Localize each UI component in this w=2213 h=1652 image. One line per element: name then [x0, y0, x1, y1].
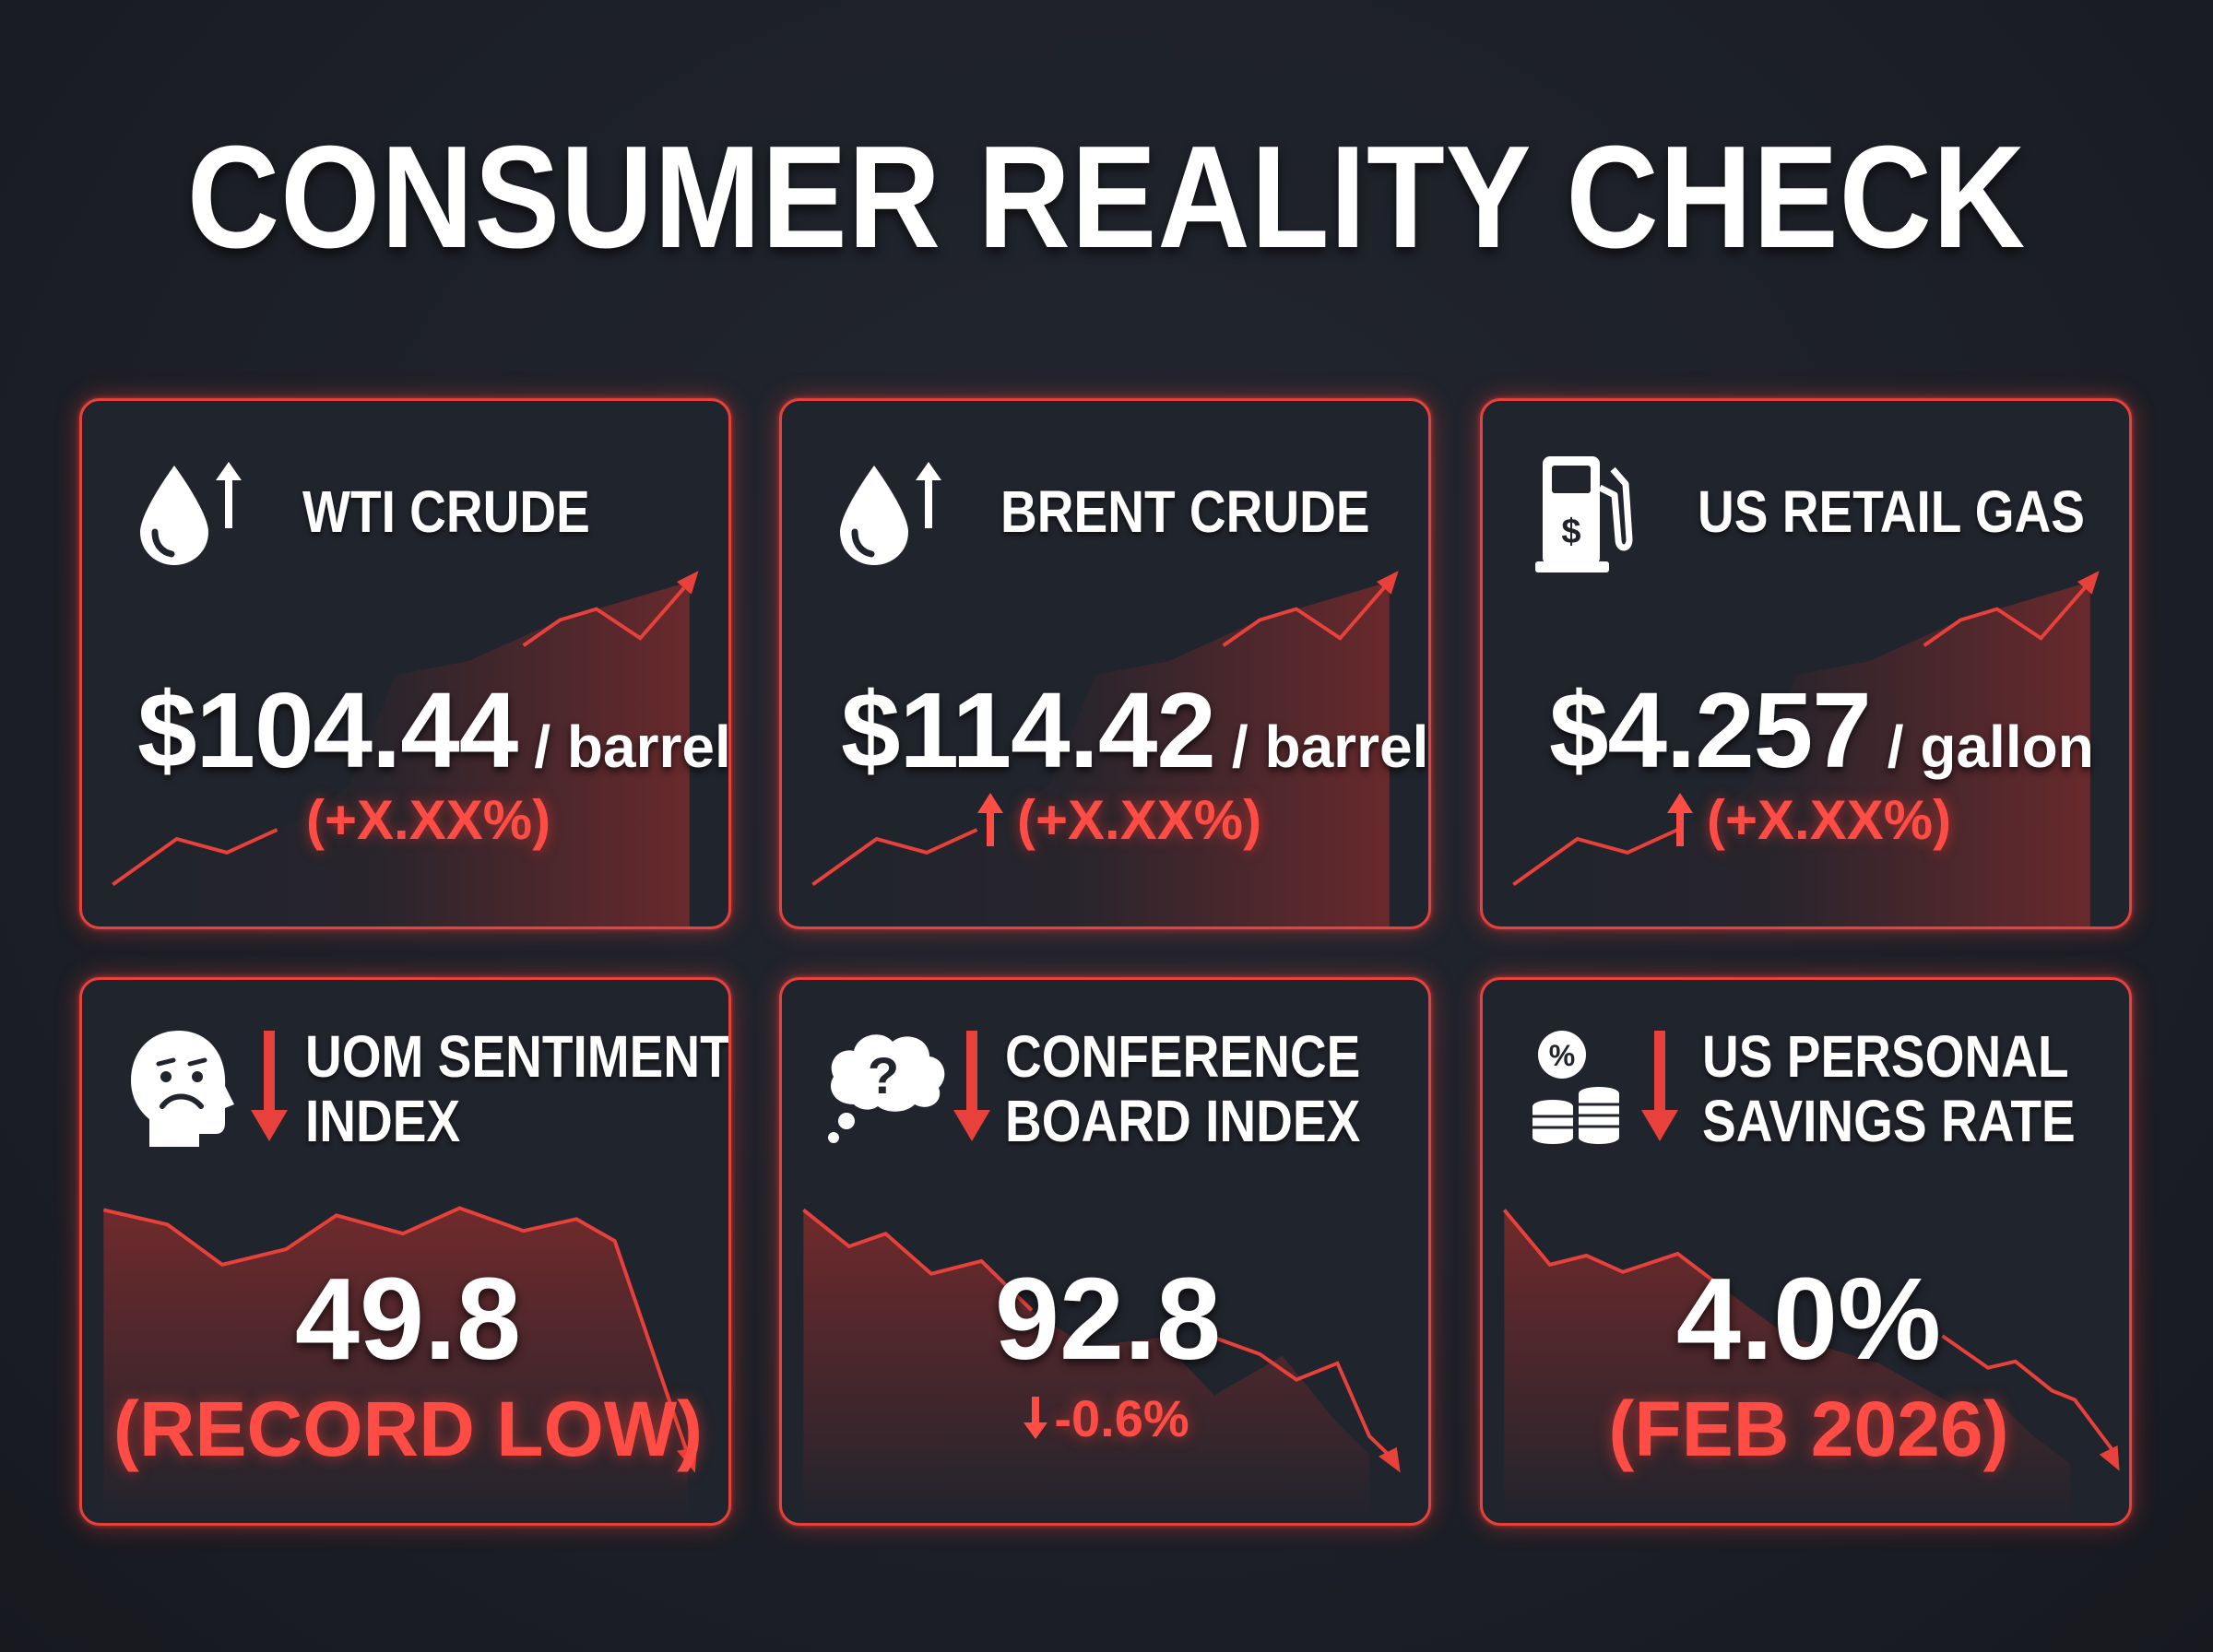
svg-text:?: ? — [868, 1046, 899, 1104]
arrow-down-icon — [1024, 1397, 1047, 1439]
label-line: INDEX — [305, 1088, 461, 1154]
card-label: WTI CRUDE — [302, 479, 590, 544]
value-line: $4.257/ gallon — [1549, 668, 2094, 792]
price-value: $4.257 — [1549, 670, 1872, 790]
oil-drop-up-icon — [840, 462, 941, 565]
card-label: BRENT CRUDE — [1000, 479, 1370, 544]
card-personal-savings-rate: % US PERSONAL SAVINGS RATE 4.0% (FEB 202… — [1480, 977, 2132, 1526]
trend-up-chart — [112, 571, 699, 926]
rate-value: 4.0% — [1675, 1254, 1942, 1384]
price-unit: / barrel — [534, 714, 731, 780]
arrow-up-icon — [977, 793, 1003, 846]
trend-up-chart — [1512, 571, 2100, 926]
value-line: $104.44/ barrel — [137, 668, 731, 792]
card-us-retail-gas: $ US RETAIL GAS $4.257/ gallon (+X.XX%) — [1480, 398, 2132, 929]
index-note: (RECORD LOW) — [112, 1386, 704, 1472]
price-unit: / gallon — [1887, 714, 2094, 780]
trend-down-chart — [1502, 1209, 2120, 1523]
index-value: 49.8 — [294, 1254, 522, 1384]
change-value: (+X.XX%) — [1707, 789, 1952, 851]
card-label: UOM SENTIMENT INDEX — [305, 1023, 731, 1154]
label-line: CONFERENCE — [1005, 1023, 1361, 1090]
label-line: SAVINGS RATE — [1702, 1088, 2076, 1154]
trend-down-chart — [102, 1206, 697, 1523]
card-label: US RETAIL GAS — [1698, 479, 2085, 544]
card-label: US PERSONAL SAVINGS RATE — [1702, 1024, 2076, 1153]
percent-coins-down-icon: % — [1533, 1031, 1678, 1144]
card-conference-board: ? CONFERENCE BOARD INDEX 92.8 -0.6% — [779, 977, 1431, 1526]
label-line: US RETAIL GAS — [1698, 478, 2085, 545]
index-change: -0.6% — [1054, 1389, 1189, 1447]
rate-period: (FEB 2026) — [1608, 1386, 2009, 1472]
gas-pump-icon: $ — [1535, 456, 1633, 572]
price-value: $104.44 — [137, 670, 518, 790]
svg-text:$: $ — [1561, 513, 1580, 551]
label-line: UOM SENTIMENT — [305, 1023, 731, 1090]
label-line: WTI CRUDE — [302, 478, 590, 545]
card-brent-crude: BRENT CRUDE $114.42/ barrel (+X.XX%) — [779, 398, 1431, 929]
label-line: US PERSONAL — [1702, 1023, 2069, 1090]
label-line: BRENT CRUDE — [1000, 478, 1370, 545]
oil-drop-up-icon — [140, 462, 242, 565]
question-cloud-down-icon: ? — [828, 1031, 990, 1143]
label-line: BOARD INDEX — [1005, 1088, 1361, 1154]
page-title: CONSUMER REALITY CHECK — [186, 116, 2027, 278]
card-label: CONFERENCE BOARD INDEX — [1005, 1024, 1360, 1153]
arrow-up-icon — [1667, 793, 1693, 846]
value-line: $114.42/ barrel — [841, 668, 1428, 792]
sad-face-down-icon — [131, 1031, 288, 1147]
price-value: $114.42 — [841, 670, 1216, 790]
change-value: (+X.XX%) — [306, 789, 551, 851]
trend-up-chart — [811, 571, 1399, 926]
trend-down-chart — [802, 1208, 1401, 1523]
price-unit: / barrel — [1231, 714, 1429, 780]
change-value: (+X.XX%) — [1017, 789, 1262, 851]
index-value: 92.8 — [994, 1254, 1222, 1384]
card-wti-crude: WTI CRUDE $104.44/ barrel (+X.XX%) — [79, 398, 731, 929]
card-uom-sentiment: UOM SENTIMENT INDEX 49.8 (RECORD LOW) — [79, 977, 731, 1526]
svg-text:%: % — [1549, 1039, 1575, 1072]
